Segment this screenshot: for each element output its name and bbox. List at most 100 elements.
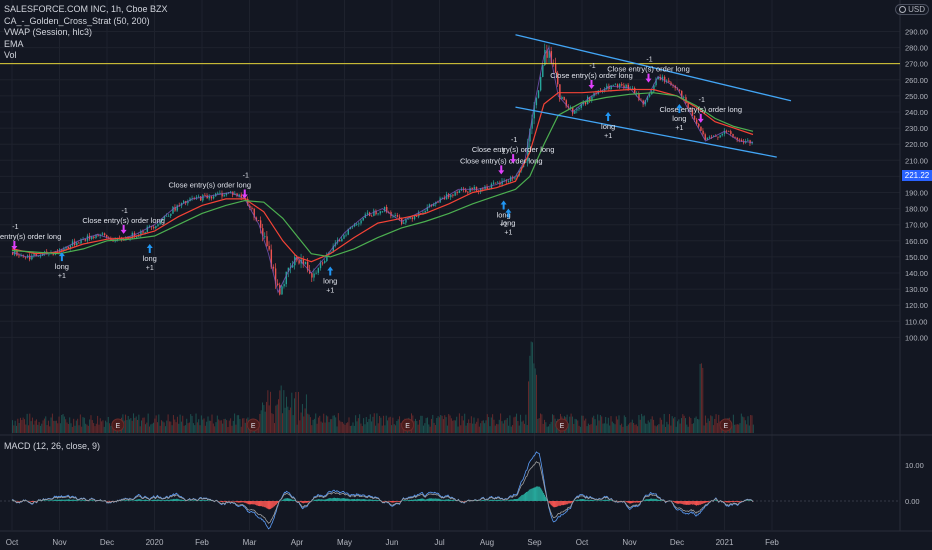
- volume-bar: [414, 418, 416, 433]
- volume-bar: [352, 422, 354, 433]
- macd-histogram-bar: [638, 501, 640, 503]
- macd-histogram-bar: [173, 498, 175, 501]
- volume-bar: [647, 420, 649, 433]
- macd-histogram-bar: [442, 499, 444, 501]
- volume-bar: [70, 423, 72, 433]
- volume-bar: [292, 415, 294, 433]
- macd-histogram-bar: [631, 501, 633, 504]
- volume-bar: [283, 390, 285, 433]
- volume-bar: [703, 425, 705, 433]
- candle-body: [698, 123, 700, 127]
- macd-histogram-bar: [288, 498, 290, 501]
- macd-histogram-bar: [715, 500, 716, 501]
- candle-body: [283, 284, 285, 287]
- macd-histogram-bar: [89, 500, 91, 501]
- macd-histogram-bar: [557, 501, 559, 507]
- indicator-vwap[interactable]: VWAP (Session, hlc3): [4, 27, 93, 37]
- candle-body: [61, 249, 63, 251]
- macd-histogram-bar: [59, 499, 61, 501]
- volume-bar: [243, 418, 245, 433]
- volume-bar: [344, 424, 346, 433]
- candle-body: [634, 87, 636, 94]
- macd-histogram-bar: [340, 498, 342, 501]
- macd-histogram-bar: [607, 499, 609, 501]
- volume-bar: [210, 420, 212, 433]
- macd-histogram-bar: [397, 501, 399, 502]
- volume-bar: [301, 404, 303, 433]
- volume-bar: [158, 414, 160, 433]
- macd-histogram-bar: [264, 501, 266, 508]
- volume-bar: [657, 425, 659, 433]
- volume-bar: [440, 415, 442, 433]
- macd-histogram-bar: [389, 501, 391, 502]
- indicator-volume[interactable]: Vol: [4, 50, 17, 60]
- volume-bar: [97, 415, 99, 433]
- macd-histogram-bar: [369, 499, 371, 501]
- candle-body: [183, 201, 185, 203]
- candle-body: [614, 84, 617, 86]
- volume-bar: [43, 418, 45, 433]
- macd-histogram-bar: [57, 499, 59, 501]
- macd-histogram-bar: [164, 500, 165, 501]
- volume-bar: [462, 420, 464, 433]
- volume-bar: [29, 413, 31, 433]
- volume-bar: [590, 424, 592, 433]
- candle-body: [200, 196, 202, 201]
- macd-histogram-bar: [359, 499, 361, 501]
- volume-bar: [385, 415, 387, 433]
- indicator-strategy[interactable]: CA_-_Golden_Cross_Strat (50, 200): [4, 15, 150, 26]
- macd-legend[interactable]: MACD (12, 26, close, 9): [4, 441, 101, 451]
- macd-histogram-bar: [335, 498, 336, 501]
- long-arrow-icon: [500, 200, 507, 210]
- macd-histogram-bar: [233, 501, 235, 502]
- time-axis[interactable]: Oct Nov Dec 2020 Feb Mar Apr May Jun Jul Aug Sep Oct…: [6, 538, 780, 547]
- volume-bar: [579, 426, 581, 433]
- macd-histogram-bar: [633, 501, 635, 503]
- volume-bar: [625, 417, 627, 433]
- volume-bar: [152, 422, 154, 433]
- macd-histogram-bar: [265, 501, 267, 508]
- macd-histogram-bar: [140, 499, 142, 501]
- macd-histogram-bar: [591, 500, 593, 501]
- macd-histogram-bar: [675, 501, 677, 504]
- macd-histogram-bar: [450, 500, 452, 501]
- macd-tick-label: 10.00: [905, 461, 924, 470]
- symbol-title[interactable]: SALESFORCE.COM INC, 1h, Cboe BZX: [4, 4, 168, 14]
- macd-histogram-bar: [157, 499, 159, 501]
- candle-body: [347, 229, 349, 235]
- volume-bar: [635, 424, 637, 433]
- macd-histogram-bar: [584, 499, 586, 501]
- volume-bar: [553, 415, 555, 433]
- trade-qty-label: -1: [511, 137, 517, 144]
- currency-selector[interactable]: USD: [895, 4, 929, 15]
- price-axis[interactable]: 290.00 280.00 270.00 260.00 250.00 240.00 230.…: [905, 28, 928, 343]
- macd-histogram-bar: [494, 500, 496, 501]
- macd-histogram-bar: [706, 501, 708, 503]
- volume-bar: [162, 421, 164, 433]
- macd-histogram-bar: [354, 499, 356, 501]
- macd-histogram-bar: [175, 498, 177, 501]
- candle-body: [663, 76, 666, 82]
- volume-bar: [732, 414, 734, 433]
- macd-histogram-bar: [526, 491, 528, 501]
- candle-body: [681, 90, 683, 98]
- macd-histogram-bar: [322, 499, 324, 501]
- volume-bar: [78, 425, 80, 433]
- macd-histogram-bar: [737, 501, 739, 503]
- time-tick-label: Dec: [100, 538, 114, 547]
- volume-bar: [551, 414, 553, 433]
- macd-histogram-bar: [326, 499, 328, 501]
- macd-histogram-bar: [287, 498, 289, 501]
- candle-body: [529, 128, 531, 142]
- volume-bar: [501, 421, 503, 433]
- macd-histogram-bar: [728, 501, 730, 503]
- macd-histogram-bar: [656, 498, 658, 501]
- price-tick-label: 120.00: [905, 301, 928, 310]
- macd-histogram-bar: [541, 489, 543, 501]
- macd-histogram-bar: [31, 501, 32, 502]
- volume-bar: [401, 425, 403, 433]
- indicator-ema[interactable]: EMA: [4, 38, 24, 49]
- candle-body: [328, 252, 330, 255]
- candle-body: [409, 217, 411, 219]
